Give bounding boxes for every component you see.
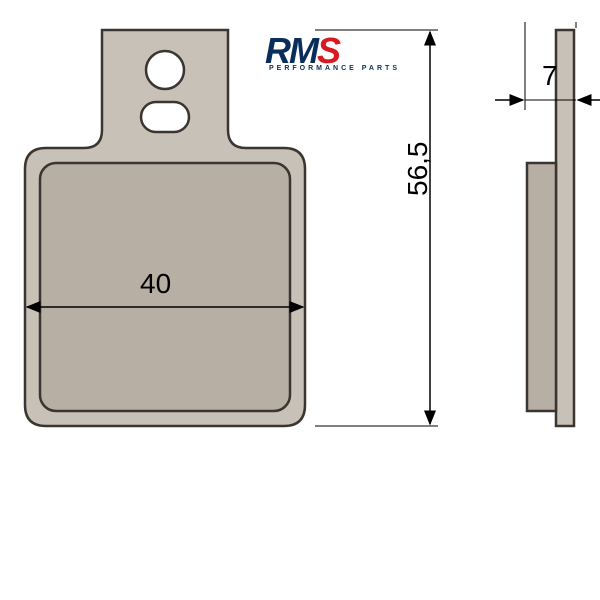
logo-text: RMS	[265, 35, 400, 67]
mounting-slot-oval	[141, 102, 189, 132]
brand-logo: RMS PERFORMANCE PARTS	[265, 35, 400, 72]
backplate-side	[556, 30, 574, 426]
mounting-hole-round	[146, 51, 184, 89]
technical-drawing	[0, 0, 600, 600]
brake-pad-front-view	[25, 30, 305, 426]
dimension-width-label: 40	[140, 268, 171, 300]
dimension-height-label: 56,5	[402, 142, 434, 197]
logo-tagline: PERFORMANCE PARTS	[269, 65, 400, 72]
friction-material-side	[527, 163, 556, 411]
dimension-thickness-label: 7	[542, 60, 558, 92]
dimension-height	[315, 30, 438, 426]
